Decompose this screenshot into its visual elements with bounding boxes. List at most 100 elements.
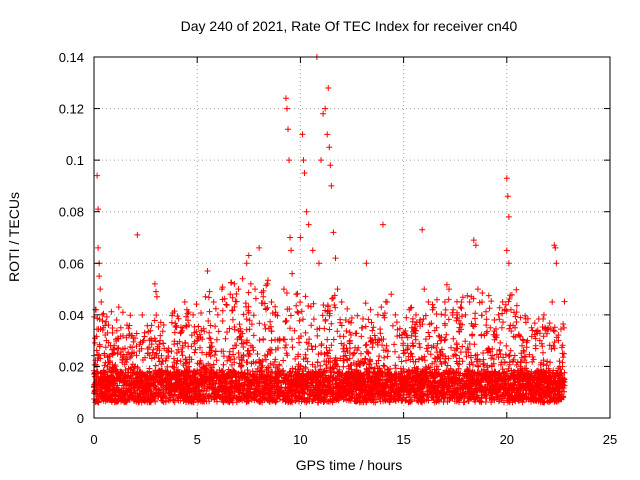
data-point [289,270,296,277]
data-point [561,376,568,383]
data-points [91,54,568,391]
data-point [99,311,106,318]
data-point [379,221,386,228]
data-point [446,286,453,293]
data-point [326,144,333,151]
data-point [117,324,124,331]
grid-lines [94,57,610,418]
data-point [105,322,112,329]
data-point [132,363,139,370]
data-point [536,337,543,344]
data-point [301,170,308,177]
data-point [505,260,512,267]
data-point [148,337,155,344]
data-point [495,311,502,318]
data-point [293,291,300,298]
data-point [190,311,197,318]
data-point [419,226,426,233]
data-point [458,298,465,305]
data-point [165,353,172,360]
x-axis-label: GPS time / hours [296,457,403,473]
y-tick-label: 0.02 [59,359,84,374]
data-point [367,306,374,313]
data-point [479,298,486,305]
data-point [470,237,477,244]
data-point [285,126,292,133]
data-point [351,350,358,357]
data-point [454,311,461,318]
data-point [251,286,258,293]
x-tick-label: 20 [500,432,514,447]
data-point [441,298,448,305]
y-tick-label: 0.14 [59,50,84,65]
data-point [325,84,332,91]
data-point [231,280,238,287]
data-point [499,298,506,305]
data-point [235,286,242,293]
data-point [503,175,510,182]
axis-ticks: 0 5 10 15 20 25 0 0.02 0.04 0.06 0.08 0.1 0.12 0.14 [59,50,618,447]
x-tick-label: 10 [293,432,307,447]
data-point [210,298,217,305]
data-point [355,358,362,365]
data-point [204,268,211,275]
data-point [283,105,290,112]
data-point [559,363,566,370]
data-point [94,172,101,179]
data-point [332,255,339,262]
data-point [276,337,283,344]
data-point [92,335,99,342]
data-point [299,131,306,138]
data-point [504,193,511,200]
x-tick-label: 25 [603,432,617,447]
data-point [198,327,205,334]
data-point [433,324,440,331]
data-point [202,293,209,300]
data-point [181,298,188,305]
data-point [363,260,370,267]
data-point [157,337,164,344]
x-tick-label: 5 [194,432,201,447]
data-point [462,311,469,318]
data-point [256,244,263,251]
data-point [107,342,114,349]
data-point [425,298,432,305]
data-point [151,280,158,287]
data-point [553,260,560,267]
data-point [100,324,107,331]
data-point [111,363,118,370]
x-tick-label: 0 [90,432,97,447]
data-point [305,221,312,228]
data-point [318,157,325,164]
data-point [483,322,490,329]
data-point [95,206,102,213]
data-point [161,345,168,352]
data-point [429,306,436,313]
data-point [130,335,137,342]
data-point [474,286,481,293]
data-point [320,110,327,117]
y-tick-label: 0.08 [59,205,84,220]
data-point [551,242,558,249]
data-point [315,260,322,267]
data-point [134,231,141,238]
data-point [185,322,192,329]
y-axis-label: ROTI / TECUs [6,192,22,282]
data-point [324,131,331,138]
data-point [119,309,126,316]
data-point [287,234,294,241]
data-point [239,275,246,282]
data-point [400,350,407,357]
data-point [98,298,105,305]
data-point [359,324,366,331]
data-point [153,293,160,300]
data-point [245,252,252,259]
data-point [392,311,399,318]
data-point [194,337,201,344]
data-point [264,280,271,287]
data-point [97,286,104,293]
data-point [328,182,335,189]
data-point [503,247,510,254]
data-point [268,298,275,305]
